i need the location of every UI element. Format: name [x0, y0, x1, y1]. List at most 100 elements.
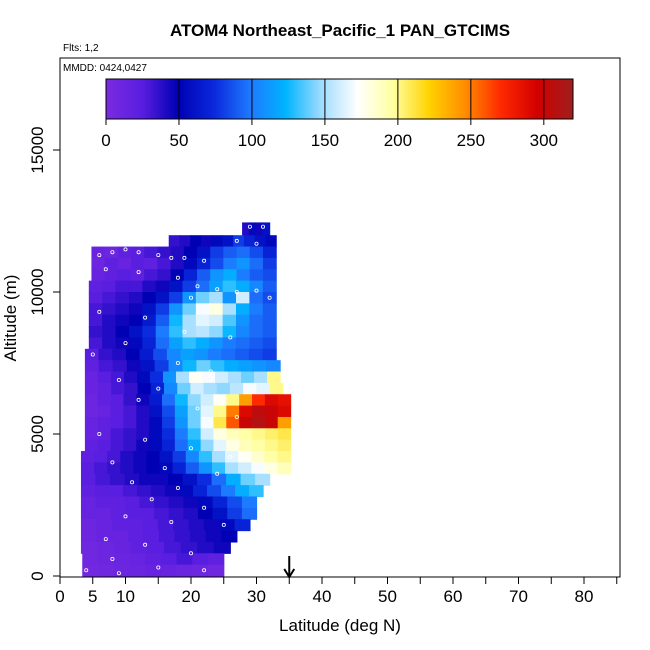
heatmap-cell	[183, 257, 198, 270]
y-axis-label: Altitude (m)	[1, 275, 20, 362]
heatmap-cell	[193, 485, 208, 498]
sample-point	[169, 255, 174, 260]
heatmap-cell	[150, 382, 165, 395]
heatmap-cell	[112, 360, 128, 373]
heatmap-cell	[113, 564, 131, 577]
heatmap-cell	[267, 371, 281, 384]
heatmap-cell	[133, 462, 148, 475]
heatmap-cell	[182, 280, 197, 293]
sample-point	[208, 369, 213, 374]
sample-point	[116, 377, 121, 382]
heatmap-cell	[149, 428, 163, 441]
sample-points	[84, 224, 279, 576]
heatmap-cell	[112, 348, 127, 361]
sample-point	[175, 360, 180, 365]
heatmap-cell	[211, 473, 227, 486]
heatmap-cell	[238, 451, 252, 463]
sample-point	[175, 275, 180, 280]
heatmap-cell	[124, 473, 140, 486]
sample-point	[267, 295, 272, 300]
sample-point	[202, 505, 207, 510]
heatmap-cell	[172, 462, 187, 475]
heatmap-cell	[169, 280, 184, 293]
heatmap-cell	[126, 360, 142, 373]
heatmap-cell	[120, 451, 134, 463]
heatmap-cell	[169, 303, 184, 316]
heatmap-cell	[266, 360, 281, 373]
heatmap-cell	[122, 485, 138, 498]
heatmap-cell	[190, 235, 202, 248]
heatmap-cell	[160, 564, 178, 577]
heatmap-cell	[159, 451, 174, 463]
heatmap-cell	[236, 337, 250, 350]
heatmap-cell	[196, 360, 211, 373]
heatmap-cell	[91, 257, 106, 270]
heatmap-cell	[180, 348, 195, 361]
x-tick-label: 5	[88, 587, 97, 606]
heatmap-cell	[196, 246, 211, 259]
heatmap-cell	[102, 337, 117, 350]
heatmap-cell	[97, 541, 115, 554]
heatmap-cell	[146, 451, 161, 463]
heatmap-cell	[277, 428, 292, 441]
heatmap-cell	[234, 519, 251, 532]
heatmap-cell	[180, 541, 198, 554]
heatmap-cell	[185, 462, 200, 475]
heatmap-cell	[216, 382, 231, 395]
heatmap-cell	[174, 416, 189, 429]
heatmap-cell	[168, 235, 181, 248]
heatmap-cell	[197, 473, 213, 486]
heatmap-cell	[182, 326, 197, 339]
sample-point	[228, 335, 233, 340]
y-tick-label: 0	[28, 571, 47, 580]
heatmap-cell	[194, 348, 209, 361]
heatmap-cell	[262, 292, 277, 304]
heatmap-cell	[183, 246, 198, 259]
heatmap-cell	[195, 314, 210, 327]
heatmap-cell	[144, 269, 158, 282]
heatmap-cell	[127, 530, 144, 543]
sample-point	[202, 568, 207, 573]
heatmap-cell	[197, 507, 214, 520]
heatmap-cell	[169, 314, 184, 327]
sample-point	[136, 250, 141, 255]
heatmap-cell	[236, 280, 250, 293]
x-tick-label: 30	[247, 587, 266, 606]
heatmap-cell	[195, 303, 210, 316]
heatmap-cell	[155, 303, 170, 316]
heatmap-cell	[252, 428, 266, 441]
heatmap-cell	[219, 519, 236, 532]
heatmap-cell	[195, 280, 210, 293]
sample-point	[188, 446, 193, 451]
heatmap-cell	[182, 360, 198, 373]
heatmap-cell	[84, 428, 99, 441]
heatmap-cell	[252, 416, 266, 429]
heatmap-cell	[176, 553, 193, 566]
colorbar-ticks: 0 50 100 150 200 250 300	[101, 79, 558, 150]
heatmap-cell	[213, 541, 231, 554]
heatmap-cell	[94, 485, 110, 498]
heatmap-cell	[249, 280, 264, 293]
heatmap-cell	[197, 496, 214, 509]
sample-point	[234, 238, 239, 243]
heatmap-cell	[88, 303, 103, 316]
heatmap-cell	[236, 246, 251, 259]
heatmap-cell	[221, 348, 236, 361]
heatmap-cell	[209, 292, 224, 304]
heatmap-cell	[137, 382, 152, 395]
colorbar-tick-label: 100	[238, 131, 266, 150]
heatmap-cell	[222, 292, 237, 304]
heatmap-cell	[222, 337, 237, 350]
heatmap-cell	[113, 553, 131, 566]
heatmap-cell	[127, 519, 144, 532]
colorbar-tick-label: 0	[101, 131, 110, 150]
heatmap-cell	[239, 428, 253, 441]
heatmap-cell	[129, 564, 146, 577]
heatmap-cell	[139, 348, 154, 361]
sample-point	[143, 315, 148, 320]
heatmap-cell	[249, 326, 264, 339]
heatmap-cell	[107, 462, 121, 475]
heatmap-cell	[168, 360, 184, 373]
heatmap-cell	[277, 394, 292, 407]
sample-point	[188, 551, 193, 556]
